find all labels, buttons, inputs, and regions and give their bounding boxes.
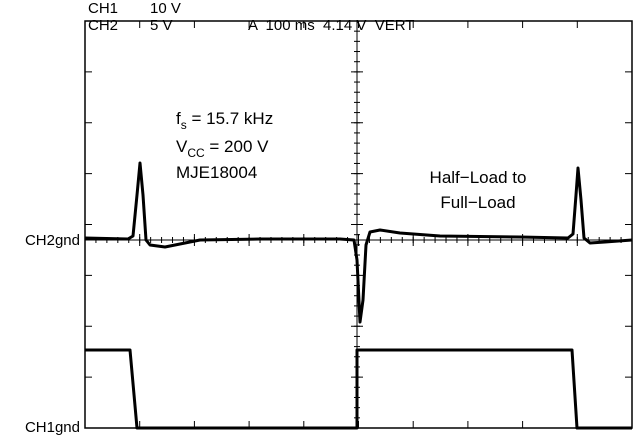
vcc-annotation: VCC = 200 V <box>176 137 269 160</box>
ch2-name: CH2 <box>88 17 118 34</box>
ch1-scale: 10 V <box>150 0 181 17</box>
load-annotation: Full−Load <box>440 193 515 212</box>
trigger-info: A 100 ms 4.14 V VERT <box>248 17 414 34</box>
ch2-ground-marker: CH2gnd <box>25 232 80 249</box>
device-annotation: MJE18004 <box>176 163 257 182</box>
ch2-trace <box>84 161 633 324</box>
ch2-scale: 5 V <box>150 17 173 34</box>
load-annotation: Half−Load to <box>430 168 527 187</box>
fs-annotation: fs = 15.7 kHz <box>176 109 273 132</box>
ch1-name: CH1 <box>88 0 118 17</box>
ch1-ground-marker: CH1gnd <box>25 419 80 435</box>
ch1-trace <box>85 348 632 430</box>
